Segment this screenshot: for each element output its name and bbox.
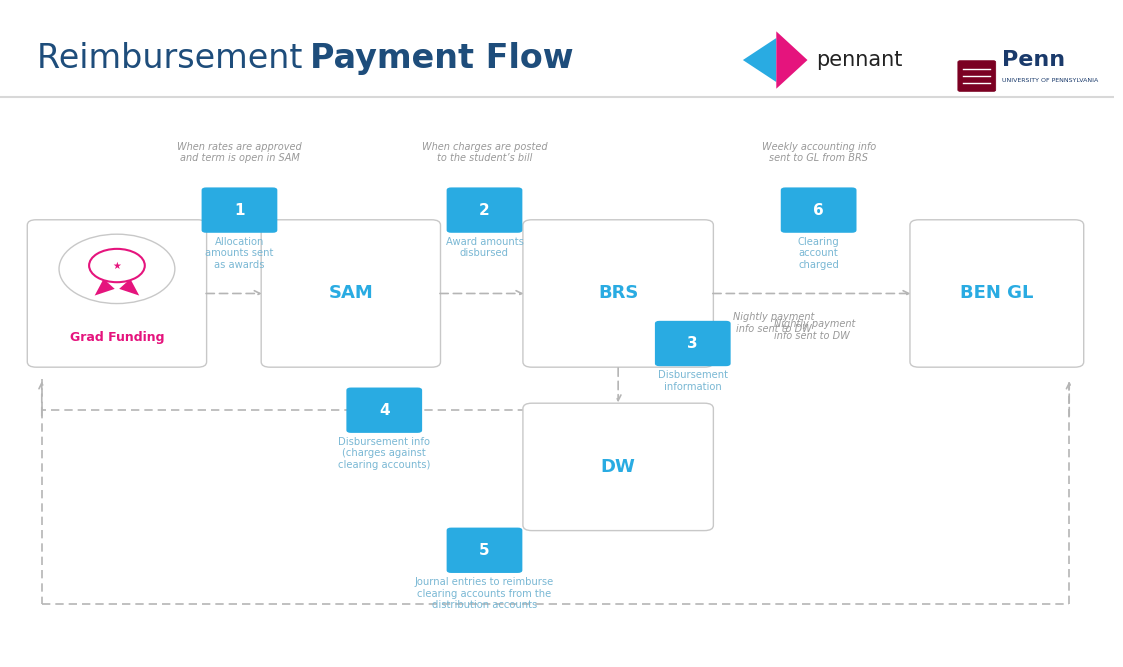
FancyBboxPatch shape [262,219,440,367]
FancyBboxPatch shape [202,187,277,233]
Text: DW: DW [601,458,636,476]
Text: BEN GL: BEN GL [960,285,1033,302]
FancyBboxPatch shape [523,403,713,531]
Text: Reimbursement: Reimbursement [37,42,312,75]
Text: pennant: pennant [816,50,903,70]
Text: 6: 6 [813,203,824,217]
Text: When charges are posted
to the student’s bill: When charges are posted to the student’s… [421,142,547,163]
Text: Disbursement
information: Disbursement information [658,370,728,392]
Circle shape [60,234,175,303]
Text: Clearing
account
charged: Clearing account charged [797,237,840,270]
Polygon shape [776,31,807,89]
FancyBboxPatch shape [346,388,422,433]
FancyBboxPatch shape [447,528,522,573]
Text: Nightly payment
info sent to DW: Nightly payment info sent to DW [774,319,856,341]
FancyBboxPatch shape [910,219,1084,367]
Text: Grad Funding: Grad Funding [70,331,164,344]
FancyBboxPatch shape [958,61,996,91]
Text: 5: 5 [480,543,490,558]
Text: Disbursement info
(charges against
clearing accounts): Disbursement info (charges against clear… [338,437,430,470]
Text: Journal entries to reimburse
clearing accounts from the
distribution accounts: Journal entries to reimburse clearing ac… [414,577,554,610]
Text: Weekly accounting info
sent to GL from BRS: Weekly accounting info sent to GL from B… [761,142,876,163]
FancyBboxPatch shape [655,321,731,366]
Text: ★: ★ [112,261,121,271]
Text: 1: 1 [235,203,245,217]
Text: UNIVERSITY OF PENNSYLVANIA: UNIVERSITY OF PENNSYLVANIA [1003,77,1098,83]
Text: 3: 3 [687,336,699,351]
Polygon shape [743,38,776,82]
Text: When rates are approved
and term is open in SAM: When rates are approved and term is open… [177,142,302,163]
Text: 2: 2 [480,203,490,217]
Text: 4: 4 [378,403,390,418]
FancyBboxPatch shape [447,187,522,233]
Text: Allocation
amounts sent
as awards: Allocation amounts sent as awards [206,237,274,270]
Text: Penn: Penn [1003,50,1066,70]
Text: Payment Flow: Payment Flow [310,42,574,75]
Polygon shape [94,279,115,295]
Text: SAM: SAM [328,285,373,302]
FancyBboxPatch shape [523,219,713,367]
Text: Award amounts
disbursed: Award amounts disbursed [446,237,523,258]
Text: Nightly payment
info sent to DW: Nightly payment info sent to DW [733,312,815,334]
Polygon shape [119,279,139,295]
FancyBboxPatch shape [780,187,857,233]
Circle shape [89,249,145,282]
Text: BRS: BRS [597,285,638,302]
FancyBboxPatch shape [27,219,207,367]
